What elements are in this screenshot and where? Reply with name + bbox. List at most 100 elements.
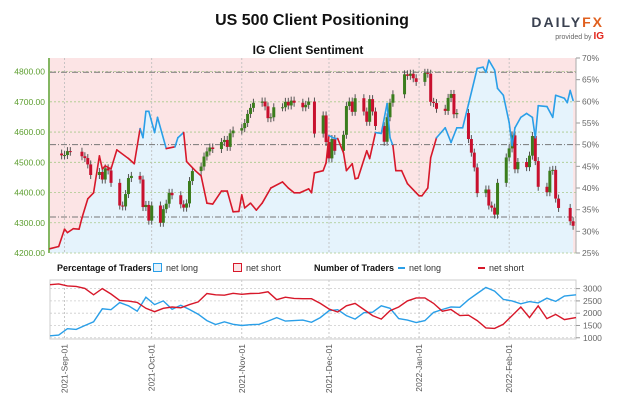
price-tick-label: 4800.00	[14, 67, 45, 77]
candle-body	[83, 156, 87, 159]
percent-tick-label: 50%	[582, 140, 599, 150]
net-long-percent-segment	[551, 94, 557, 119]
candle-body	[170, 192, 174, 196]
price-tick-label: 4600.00	[14, 127, 45, 137]
candle-body	[283, 101, 287, 108]
net-long-percent-segment	[287, 187, 295, 194]
net-long-percent-segment	[351, 162, 356, 180]
date-tick-label: 2022-Jan-01	[414, 344, 424, 392]
candle-body	[455, 113, 459, 115]
net-long-percent-segment	[78, 217, 83, 230]
candle-body	[472, 152, 476, 168]
percent-tick-label: 25%	[582, 248, 599, 258]
net-long-percent-segment	[243, 202, 252, 209]
candle-body	[504, 157, 508, 183]
candle-body	[414, 78, 418, 82]
legend-num-short: net short	[478, 263, 524, 273]
net-long-percent-segment	[357, 149, 368, 179]
net-long-percent-segment	[310, 172, 316, 194]
percent-tick-label: 60%	[582, 96, 599, 106]
net-long-percent-segment	[261, 187, 272, 204]
count-tick-label: 2500	[583, 296, 602, 306]
candle-body	[528, 155, 532, 168]
net-long-percent-segment	[508, 121, 513, 147]
percent-tick-label: 40%	[582, 183, 599, 193]
net-long-percent-segment	[554, 94, 566, 100]
net-long-percent-segment	[325, 134, 330, 164]
net-long-percent-segment	[255, 202, 263, 211]
candle-body	[385, 117, 389, 142]
candle-body	[327, 142, 331, 159]
candle-body	[388, 102, 392, 118]
candle-body	[507, 148, 511, 158]
percent-tick-label: 65%	[582, 75, 599, 85]
net-long-percent-segment	[92, 155, 101, 194]
net-long-percent-segment	[426, 156, 432, 189]
candle-body	[126, 178, 130, 195]
candle-body	[251, 102, 255, 108]
percent-tick-label: 55%	[582, 118, 599, 128]
candle-body	[333, 139, 337, 151]
price-tick-label: 4500.00	[14, 157, 45, 167]
candle-body	[536, 161, 540, 187]
logo-ig: IG	[593, 31, 604, 42]
legend-num-long: net long	[398, 263, 441, 273]
net-short-square-icon	[233, 263, 242, 272]
net-long-percent-segment	[569, 89, 574, 102]
percent-tick-label: 70%	[582, 53, 599, 63]
count-tick-label: 2000	[583, 308, 602, 318]
candle-body	[150, 205, 154, 221]
candle-body	[263, 101, 267, 107]
candle-body	[571, 221, 575, 226]
net-long-percent-segment	[165, 146, 176, 150]
candle-body	[202, 156, 206, 167]
net-long-percent-segment	[104, 165, 112, 170]
candle-body	[484, 189, 488, 194]
net-long-percent-segment	[461, 103, 470, 129]
candle-body	[161, 209, 165, 223]
candle-body	[89, 164, 93, 175]
date-tick-label: 2021-Oct-01	[147, 344, 157, 392]
candle-body	[530, 136, 534, 156]
candle-body	[286, 101, 290, 106]
net-long-percent-segment	[270, 181, 284, 189]
candle-body	[97, 171, 101, 175]
price-tick-label: 4700.00	[14, 97, 45, 107]
candle-body	[347, 101, 351, 107]
candle-body	[144, 204, 148, 208]
candle-body	[368, 99, 372, 122]
candle-body	[124, 194, 128, 207]
candle-body	[243, 123, 247, 129]
net-long-percent-segment	[534, 104, 540, 139]
candle-body	[106, 168, 110, 171]
net-long-percent-segment	[156, 116, 168, 150]
candle-body	[321, 115, 325, 134]
candle-body	[80, 151, 84, 157]
logo-brand-main: DAILY	[531, 14, 583, 30]
candle-body	[109, 170, 113, 183]
candle-body	[429, 73, 433, 102]
candle-body	[330, 139, 334, 159]
candle-body	[86, 158, 90, 165]
candle-body	[466, 113, 470, 140]
candle-body	[179, 195, 183, 205]
candle-body	[228, 133, 232, 147]
candle-body	[205, 151, 209, 157]
candle-body	[469, 139, 473, 153]
candle-body	[266, 106, 270, 119]
net-long-percent-segment	[194, 169, 202, 177]
candle-body	[490, 205, 494, 208]
candle-body	[353, 98, 357, 112]
candle-body	[312, 101, 316, 134]
candle-body	[272, 107, 276, 118]
candle-body	[403, 74, 407, 95]
net-long-percent-segment	[142, 110, 147, 139]
net-long-percent-segment	[57, 228, 66, 248]
date-tick-label: 2022-Feb-01	[504, 344, 514, 393]
candle-body	[373, 111, 377, 127]
candle-body	[525, 162, 529, 168]
candle-body	[411, 73, 415, 79]
net-long-percent-segment	[467, 67, 478, 106]
legend-number-title: Number of Traders	[314, 263, 395, 273]
